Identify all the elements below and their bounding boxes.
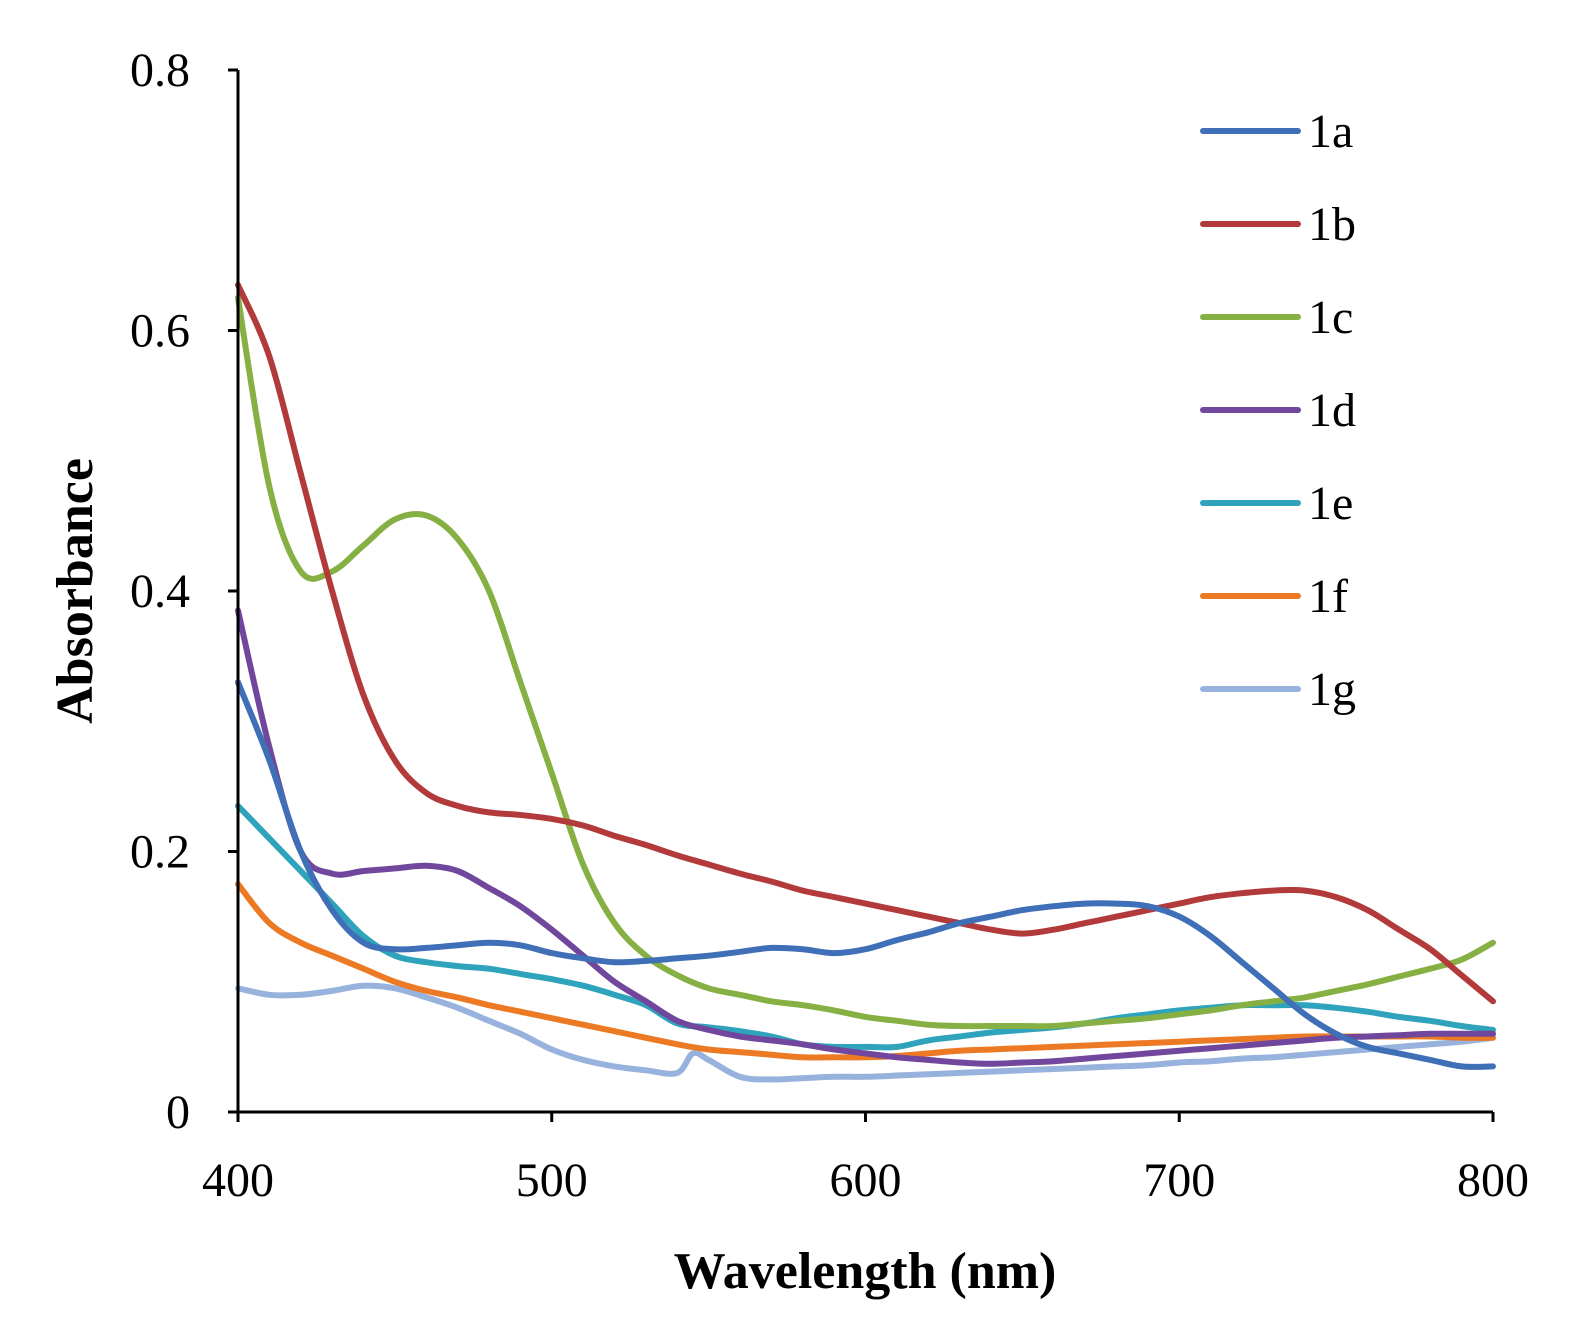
legend-label-1b: 1b (1308, 198, 1356, 251)
x-tick-label: 400 (202, 1154, 274, 1207)
series-line-1a (235, 679, 1496, 1070)
series-line-1e (235, 802, 1496, 1051)
y-tick-label: 0 (166, 1086, 190, 1139)
x-tick-label: 700 (1143, 1154, 1215, 1207)
legend: 1a 1b 1c 1d 1e 1f 1g (1200, 105, 1356, 716)
series-line-1b (235, 281, 1496, 1005)
y-tick-label: 0.8 (130, 44, 190, 97)
series-line-1f (235, 881, 1496, 1061)
series-layer (235, 281, 1496, 1083)
y-tick-label: 0.4 (130, 565, 190, 618)
legend-label-1e: 1e (1308, 477, 1353, 530)
x-tick-label: 800 (1457, 1154, 1529, 1207)
x-axis-title: Wavelength (nm) (674, 1243, 1057, 1300)
x-tick-label: 500 (516, 1154, 588, 1207)
ticks-layer: 0 0.2 0.4 0.6 0.8 400 500 600 700 800 (130, 44, 1529, 1207)
x-tick-label: 600 (830, 1154, 902, 1207)
y-tick-label: 0.6 (130, 305, 190, 358)
axes-layer (236, 70, 1493, 1114)
y-axis-title: Absorbance (47, 458, 104, 724)
series-line-1c (235, 294, 1496, 1030)
legend-label-1c: 1c (1308, 291, 1353, 344)
series-line-1d (235, 607, 1496, 1067)
legend-label-1g: 1g (1308, 663, 1356, 716)
y-tick-label: 0.2 (130, 826, 190, 879)
legend-label-1a: 1a (1308, 105, 1353, 158)
legend-label-1f: 1f (1308, 570, 1348, 623)
legend-label-1d: 1d (1308, 384, 1356, 437)
series-line-1g (235, 982, 1496, 1083)
